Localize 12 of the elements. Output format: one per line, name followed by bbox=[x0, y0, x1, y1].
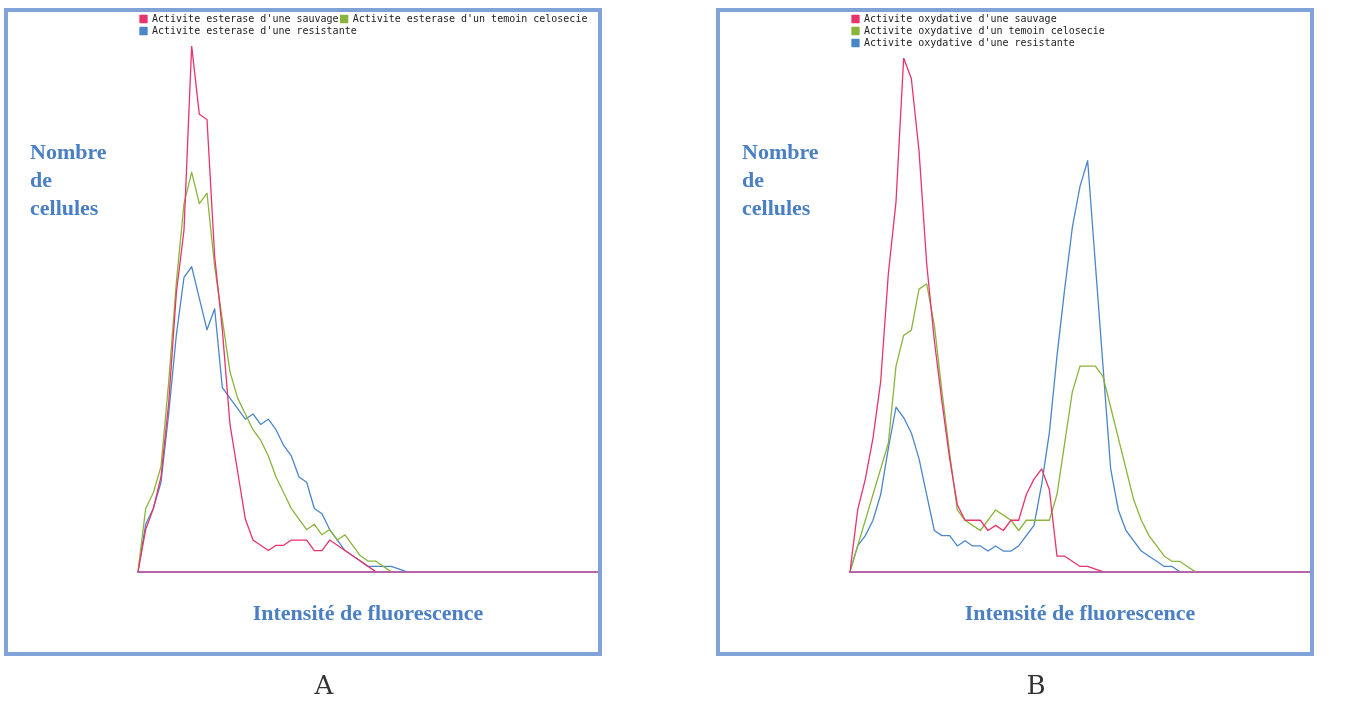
legend-label: Activite esterase d'un temoin celosecie bbox=[352, 12, 588, 24]
y-axis-title: Nombre de cellules bbox=[742, 138, 819, 220]
legend-label: Activite oxydative d'une resistante bbox=[864, 36, 1075, 48]
text: A bbox=[313, 670, 335, 700]
legend-label: Activite esterase d'une resistante bbox=[152, 24, 357, 36]
x-axis-title: Intensité de fluorescence bbox=[964, 600, 1196, 626]
x-axis-title: Intensité de fluorescence bbox=[252, 600, 484, 626]
legend-label: Activite oxydative d'une sauvage bbox=[864, 12, 1057, 24]
text: B bbox=[1025, 670, 1047, 700]
y-axis-title: Nombre de cellules bbox=[30, 138, 107, 220]
legend-label: Activite esterase d'une sauvage bbox=[152, 12, 339, 24]
legend-label: Activite oxydative d'un temoin celosecie bbox=[864, 24, 1105, 36]
